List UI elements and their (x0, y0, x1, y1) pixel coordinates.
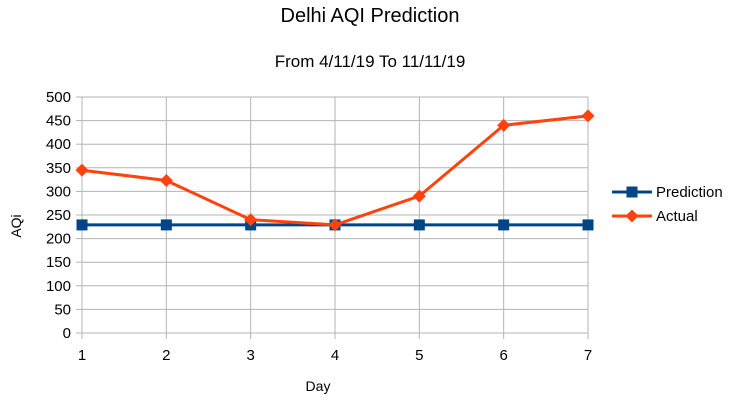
y-tick-label: 400 (46, 136, 71, 153)
legend: Prediction Actual (612, 180, 723, 228)
legend-label-actual: Actual (656, 207, 698, 225)
data-point-actual (244, 213, 258, 227)
data-point-prediction (498, 219, 510, 231)
y-tick-label: 50 (54, 301, 71, 318)
data-point-actual (159, 174, 173, 188)
legend-item-actual: Actual (612, 204, 723, 228)
y-tick-label: 300 (46, 183, 71, 200)
x-tick-label: 1 (78, 347, 86, 364)
data-point-prediction (160, 219, 172, 231)
x-tick-label: 6 (499, 347, 507, 364)
x-tick-label: 2 (162, 347, 170, 364)
y-tick-label: 100 (46, 278, 71, 295)
data-point-actual (497, 118, 511, 132)
x-tick-label: 7 (584, 347, 592, 364)
y-tick-label: 350 (46, 160, 71, 177)
chart-subtitle: From 4/11/19 To 11/11/19 (274, 52, 466, 71)
x-tick-label: 4 (331, 347, 339, 364)
legend-swatch-actual (612, 209, 652, 223)
legend-swatch-prediction (612, 186, 652, 198)
data-point-prediction (582, 219, 594, 231)
x-tick-label: 3 (246, 347, 254, 364)
chart-title: Delhi AQI Prediction (280, 5, 460, 27)
data-point-actual (412, 189, 426, 203)
data-point-actual (328, 218, 342, 232)
data-point-prediction (76, 219, 88, 231)
y-tick-label: 200 (46, 231, 71, 248)
x-tick-label: 5 (415, 347, 423, 364)
x-axis-label: Day (305, 378, 331, 394)
y-tick-label: 500 (46, 89, 71, 106)
data-point-prediction (413, 219, 425, 231)
y-tick-label: 150 (46, 254, 71, 271)
y-tick-label: 250 (46, 207, 71, 224)
legend-label-prediction: Prediction (656, 183, 723, 201)
data-point-actual (581, 109, 595, 123)
legend-item-prediction: Prediction (612, 180, 723, 204)
y-tick-label: 450 (46, 113, 71, 130)
data-point-actual (75, 163, 89, 177)
y-tick-label: 0 (63, 325, 71, 342)
